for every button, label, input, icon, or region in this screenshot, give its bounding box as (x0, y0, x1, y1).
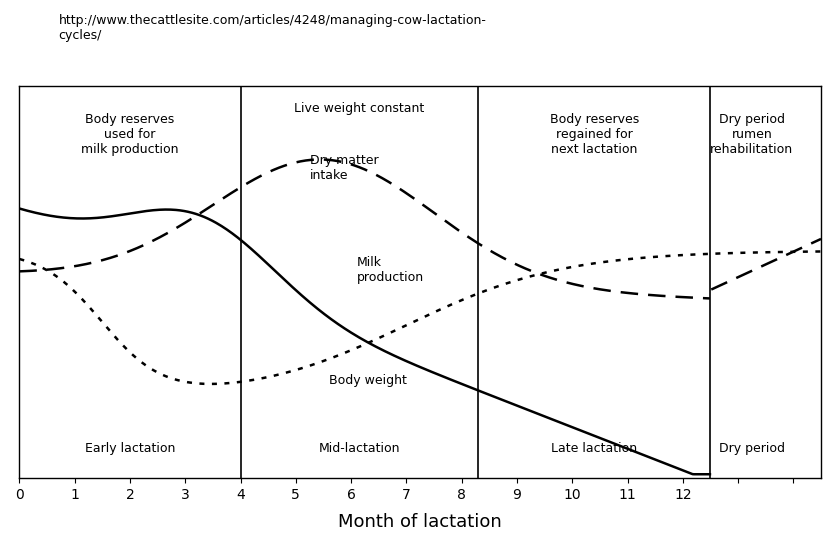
X-axis label: Month of lactation: Month of lactation (339, 513, 502, 531)
Text: Body reserves
used for
milk production: Body reserves used for milk production (81, 114, 179, 157)
Text: Live weight constant: Live weight constant (294, 102, 425, 115)
Text: Body weight: Body weight (329, 373, 407, 387)
Text: Late lactation: Late lactation (551, 442, 637, 455)
Text: Dry period: Dry period (719, 442, 785, 455)
Text: http://www.thecattlesite.com/articles/4248/managing-cow-lactation-
cycles/: http://www.thecattlesite.com/articles/42… (59, 14, 487, 41)
Text: Mid-lactation: Mid-lactation (319, 442, 400, 455)
Text: Milk
production: Milk production (357, 256, 424, 284)
Text: Dry period
rumen
rehabilitation: Dry period rumen rehabilitation (711, 114, 793, 157)
Text: Early lactation: Early lactation (84, 442, 175, 455)
Text: Body reserves
regained for
next lactation: Body reserves regained for next lactatio… (550, 114, 639, 157)
Text: Dry matter
intake: Dry matter intake (309, 155, 378, 182)
